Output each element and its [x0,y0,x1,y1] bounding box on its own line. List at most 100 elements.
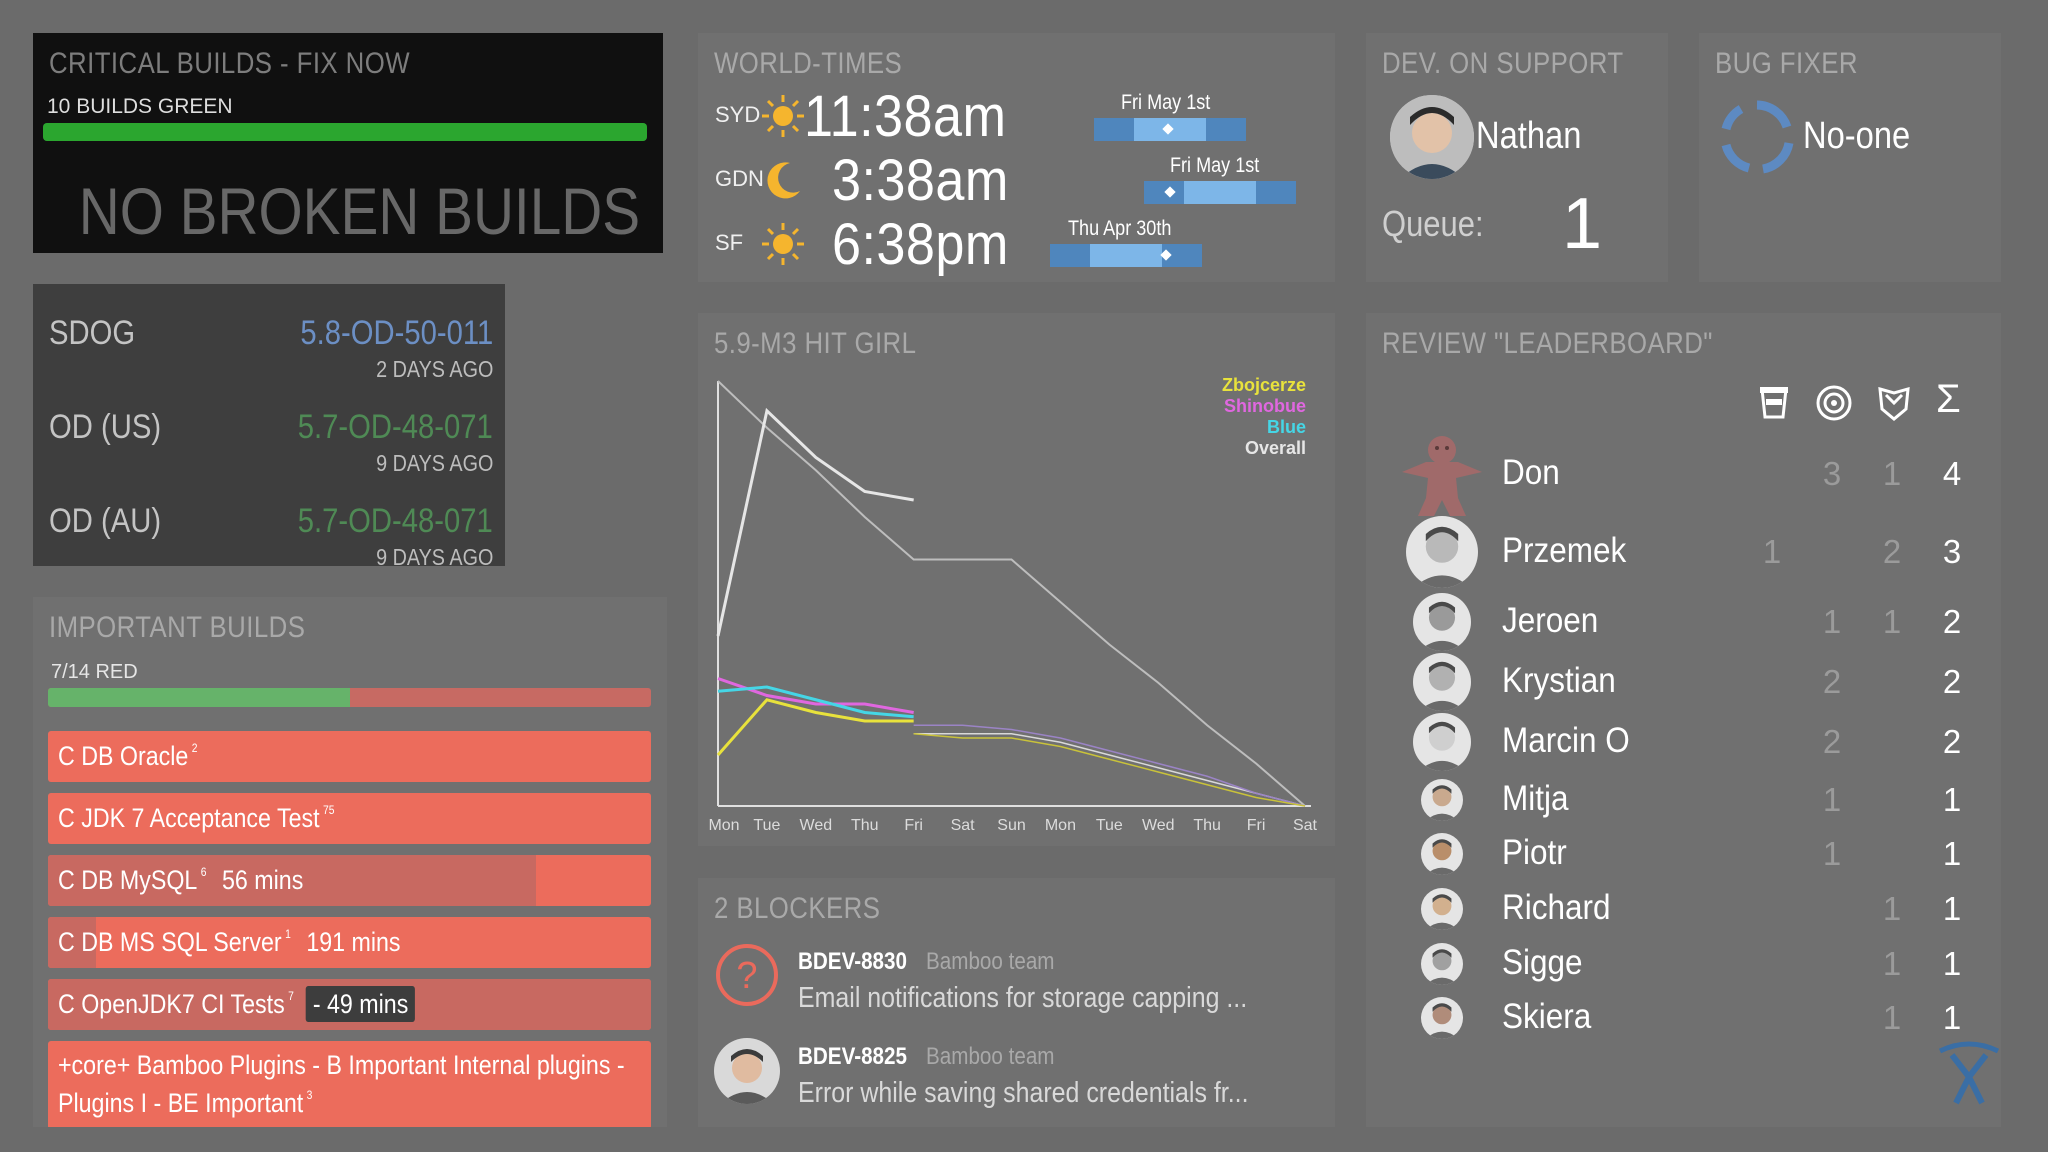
leaderboard-row[interactable]: Piotr 1 1 [1366,829,2001,879]
dev-name: Nathan [1476,115,1582,157]
deployment-name: SDOG [49,314,136,352]
sum-icon: Σ [1936,377,1961,421]
build-fail-count: 7 [288,989,294,1003]
leaderboard-name: Richard [1502,888,1611,927]
leaderboard-row[interactable]: Richard 1 1 [1366,884,2001,934]
leaderboard-name: Jeroen [1502,601,1599,640]
deployment-row[interactable]: OD (US) 5.7-OD-48-071 9 DAYS AGO [49,390,493,480]
refresh-icon [1717,97,1797,182]
legend-entry: Shinobue [1224,396,1306,416]
green-builds-fill [43,123,647,141]
blockers-panel: 2 BLOCKERS ? BDEV-8830 Bamboo team Email… [698,878,1335,1127]
leaderboard-total: 2 [1942,663,1962,700]
avatar [1421,943,1463,985]
deployment-version[interactable]: 5.8-OD-50-011 [300,314,493,352]
build-item[interactable]: C JDK 7 Acceptance Test 75 [48,793,651,844]
leaderboard-count: 1 [1882,890,1902,927]
leaderboard-row[interactable]: Sigge 1 1 [1366,939,2001,989]
avatar [1421,833,1463,875]
build-progress [48,855,537,906]
cup-icon [1756,383,1792,428]
blockers-title: 2 BLOCKERS [714,892,881,925]
deployment-row[interactable]: OD (AU) 5.7-OD-48-071 9 DAYS AGO [49,484,493,566]
build-item[interactable]: C DB MS SQL Server 1 191 mins [48,917,651,968]
leaderboard-row[interactable]: Marcin O 2 2 [1366,713,2001,771]
timezone-time: 6:38pm [832,212,1009,277]
important-builds-panel: IMPORTANT BUILDS 7/14 RED C DB Oracle 2 C… [33,597,667,1127]
build-running-time: 191 mins [306,927,401,957]
build-running-time: 56 mins [222,865,304,895]
avatar [1421,888,1463,930]
atlassian-logo-icon [1934,1041,2001,1112]
build-item[interactable]: C OpenJDK7 CI Tests 7 - 49 mins [48,979,651,1030]
build-overdue-tag: - 49 mins [305,986,416,1022]
leaderboard-name: Krystian [1502,661,1616,700]
trend-line [913,733,1306,807]
leaderboard-row[interactable]: Don 3 1 4 [1366,436,2001,516]
leaderboard-name: Piotr [1502,833,1567,872]
deployment-version[interactable]: 5.7-OD-48-071 [297,408,493,446]
blocker-key[interactable]: BDEV-8825 [798,1043,908,1070]
legend-entry: Overall [1245,438,1306,458]
series-line [717,685,914,719]
chart-title: 5.9-M3 HIT GIRL [714,327,917,360]
leaderboard-name: Don [1502,453,1560,492]
leaderboard-row[interactable]: Krystian 2 2 [1366,653,2001,711]
series-line [716,407,914,637]
review-leaderboard-panel: REVIEW "LEADERBOARD" Σ Don 3 1 4 Przemek 1 2 3 J… [1366,313,2001,1127]
x-tick-label: Tue [753,817,780,834]
deployments-panel: SDOG 5.8-OD-50-011 2 DAYS AGO OD (US) 5.… [33,284,505,566]
build-name: +core+ Bamboo Plugins - B Important Inte… [58,1050,625,1118]
blocker-key[interactable]: BDEV-8830 [798,948,908,975]
leaderboard-row[interactable]: Mitja 1 1 [1366,775,2001,825]
build-item[interactable]: C DB Oracle 2 [48,731,651,782]
leaderboard-count: 2 [1822,723,1842,760]
leaderboard-title: REVIEW "LEADERBOARD" [1382,327,1713,360]
build-fail-count: 3 [306,1088,313,1102]
bug-fixer-panel: BUG FIXER No-one [1699,33,2001,282]
deployment-version[interactable]: 5.7-OD-48-071 [297,502,493,540]
sun-icon [760,221,806,272]
timezone-code: GDN [715,166,764,191]
ideal-burndown-line [717,380,1306,807]
deployment-age: 2 DAYS AGO [375,356,493,382]
avatar [1413,653,1471,711]
world-times-title: WORLD-TIMES [714,47,903,80]
build-name: C JDK 7 Acceptance Test [58,803,320,833]
trend-line [913,733,1306,807]
critical-builds-panel: CRITICAL BUILDS - FIX NOW 10 BUILDS GREE… [33,33,663,253]
x-tick-label: Mon [1045,817,1076,834]
leaderboard-total: 4 [1942,455,1962,492]
x-tick-label: Wed [800,817,833,834]
build-item[interactable]: +core+ Bamboo Plugins - B Important Inte… [48,1041,651,1127]
burndown-chart-panel: 5.9-M3 HIT GIRL Mon Tue Wed Thu Fri Sat Sun Mon… [698,313,1335,846]
bug-fixer-name: No-one [1803,115,1911,157]
leaderboard-count: 3 [1822,455,1842,492]
leaderboard-count: 1 [1822,781,1842,818]
avatar [1413,593,1471,651]
leaderboard-row[interactable]: Przemek 1 2 3 [1366,516,2001,588]
avatar [1396,428,1488,520]
question-icon: ? [714,942,780,1013]
leaderboard-count: 1 [1762,533,1782,570]
blocker-summary[interactable]: Error while saving shared credentials fr… [798,1077,1249,1109]
x-tick-label: Sun [997,817,1025,834]
day-night-bar [1144,181,1296,204]
avatar [1413,713,1471,771]
leaderboard-row[interactable]: Skiera 1 1 [1366,993,2001,1043]
x-tick-label: Tue [1096,817,1123,834]
build-name: C DB Oracle [58,741,189,771]
blocker-summary[interactable]: Email notifications for storage capping … [798,982,1248,1014]
shield-icon [1874,383,1914,428]
timezone-date: Fri May 1st [1121,91,1211,114]
build-fail-count: 2 [191,741,198,755]
build-item[interactable]: C DB MySQL 6 56 mins [48,855,651,906]
timezone-time: 3:38am [832,148,1009,213]
deployment-row[interactable]: SDOG 5.8-OD-50-011 2 DAYS AGO [49,296,493,386]
leaderboard-row[interactable]: Jeroen 1 1 2 [1366,593,2001,651]
red-builds-bar [48,688,651,707]
timezone-code: SYD [715,102,761,127]
avatar [1421,997,1463,1039]
leaderboard-count: 1 [1882,455,1902,492]
leaderboard-total: 2 [1942,723,1962,760]
